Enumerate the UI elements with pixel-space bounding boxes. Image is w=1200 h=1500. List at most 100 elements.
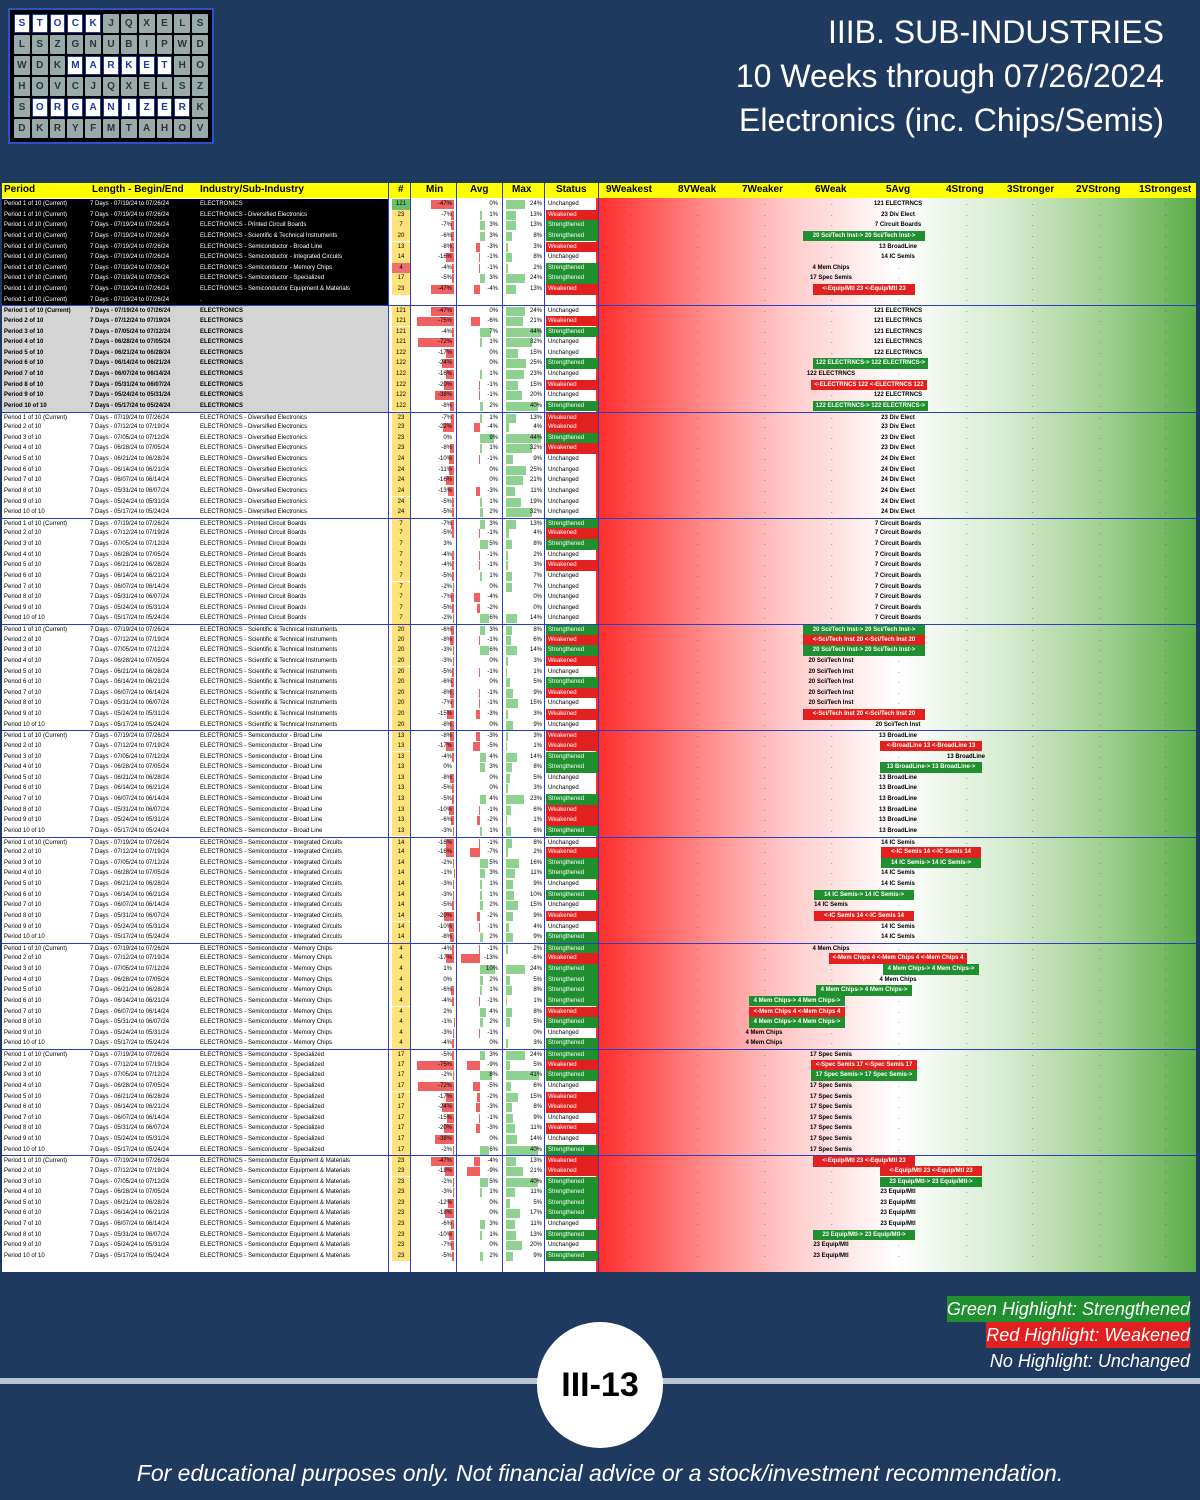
empty-dot: . bbox=[966, 1104, 968, 1111]
max-cell: 14% bbox=[529, 753, 542, 760]
count-cell: 13 bbox=[392, 825, 410, 837]
industry-cell: ELECTRONICS - Semiconductor - Specialize… bbox=[200, 1146, 325, 1153]
empty-dot: . bbox=[1099, 498, 1101, 505]
count-cell: 23 bbox=[392, 443, 410, 454]
max-bar bbox=[506, 838, 513, 848]
status-cell: Unchanged bbox=[548, 923, 579, 930]
empty-dot: . bbox=[1165, 647, 1167, 654]
length-cell: 7 Days - 07/05/24 to 07/12/24 bbox=[90, 1178, 170, 1185]
empty-dot: . bbox=[630, 1158, 632, 1165]
empty-dot: . bbox=[1099, 955, 1101, 962]
max-cell: 9% bbox=[533, 689, 542, 696]
empty-dot: . bbox=[1165, 1052, 1167, 1058]
length-cell: 7 Days - 07/05/24 to 07/12/24 bbox=[90, 1072, 170, 1079]
logo-cell: M bbox=[67, 56, 84, 75]
position-label: 23 Equip/Mtl-> 23 Equip/Mtl-> bbox=[879, 1176, 983, 1188]
empty-dot: . bbox=[630, 1178, 632, 1185]
min-cell: -4% bbox=[441, 997, 452, 1004]
min-bar bbox=[444, 911, 454, 921]
length-cell: 7 Days - 06/21/24 to 06/28/24 bbox=[90, 562, 170, 569]
status-cell: Strengthened bbox=[546, 539, 598, 550]
max-bar bbox=[506, 540, 513, 549]
empty-dot: . bbox=[1165, 339, 1167, 346]
logo-cell: O bbox=[192, 56, 208, 75]
empty-dot: . bbox=[1099, 520, 1101, 527]
empty-dot: . bbox=[1032, 317, 1034, 324]
table-row: Period 1 of 10 (Current) 7 Days - 07/19/2… bbox=[2, 262, 1196, 274]
max-cell: 8% bbox=[533, 541, 542, 547]
max-bar bbox=[506, 890, 514, 900]
min-cell: -8% bbox=[441, 733, 452, 740]
min-cell: -10% bbox=[437, 456, 452, 462]
industry-cell: ELECTRONICS - Semiconductor Equipment & … bbox=[200, 1210, 351, 1217]
position-label: 23 Div Elect bbox=[881, 434, 915, 441]
period-cell: Period 9 of 10 bbox=[4, 392, 44, 399]
period-cell: Period 5 of 10 bbox=[4, 881, 42, 887]
max-cell: 40% bbox=[529, 1146, 542, 1153]
min-bar bbox=[451, 1220, 454, 1229]
empty-dot: . bbox=[966, 976, 968, 983]
industry-cell: ELECTRONICS - Semiconductor - Memory Chi… bbox=[200, 987, 333, 994]
empty-dot: . bbox=[697, 541, 699, 547]
length-cell: 7 Days - 05/17/24 to 05/24/24 bbox=[90, 934, 170, 941]
empty-dot: . bbox=[764, 275, 766, 282]
max-bar bbox=[506, 519, 517, 529]
min-bar bbox=[452, 550, 454, 560]
empty-dot: . bbox=[831, 1167, 833, 1174]
empty-dot: . bbox=[831, 487, 833, 494]
min-bar bbox=[453, 582, 454, 592]
max-cell: 20% bbox=[529, 1242, 542, 1249]
column-header: Avg bbox=[470, 184, 489, 195]
min-bar bbox=[449, 922, 454, 932]
empty-dot: . bbox=[831, 679, 833, 686]
length-cell: 7 Days - 07/05/24 to 07/12/24 bbox=[90, 434, 170, 441]
empty-dot: . bbox=[697, 583, 699, 590]
empty-dot: . bbox=[1032, 296, 1034, 303]
empty-dot: . bbox=[966, 530, 968, 537]
min-bar bbox=[430, 200, 454, 209]
page-title: IIIB. SUB-INDUSTRIES 10 Weeks through 07… bbox=[736, 10, 1164, 142]
empty-dot: . bbox=[1099, 1008, 1101, 1015]
empty-dot: . bbox=[898, 414, 900, 421]
empty-dot: . bbox=[1032, 562, 1034, 569]
length-cell: 7 Days - 06/21/24 to 06/28/24 bbox=[90, 668, 170, 675]
count-cell: 23 bbox=[392, 1250, 410, 1262]
max-cell: 16% bbox=[529, 859, 542, 866]
min-bar bbox=[446, 710, 454, 719]
avg-bar bbox=[480, 433, 494, 443]
position-label: 121 ELECTRNCS bbox=[873, 328, 923, 335]
length-cell: 7 Days - 07/12/24 to 07/19/24 bbox=[90, 849, 170, 856]
position-label: 4 Mem Chips-> 4 Mem Chips-> bbox=[749, 995, 845, 1007]
period-cell: Period 3 of 10 bbox=[4, 541, 42, 547]
position-label: 13 BroadLine bbox=[878, 774, 917, 781]
status-cell: Weakened bbox=[546, 1006, 598, 1018]
empty-dot: . bbox=[1165, 445, 1167, 452]
max-cell: 8% bbox=[533, 839, 542, 846]
length-cell: 7 Days - 07/19/24 to 07/26/24 bbox=[90, 232, 170, 239]
period-cell: Period 4 of 10 bbox=[4, 551, 42, 558]
empty-dot: . bbox=[831, 434, 833, 441]
min-cell: -8% bbox=[441, 934, 452, 941]
industry-cell: ELECTRONICS - Semiconductor - Integrated… bbox=[200, 859, 343, 866]
position-label: 14 IC Semis bbox=[881, 254, 915, 261]
logo-cell: Q bbox=[120, 14, 137, 33]
min-cell: -7% bbox=[441, 594, 452, 601]
avg-cell: 1% bbox=[489, 1231, 498, 1238]
avg-cell: 0% bbox=[489, 679, 498, 686]
avg-cell: -5% bbox=[487, 742, 498, 749]
max-cell: 13% bbox=[529, 520, 542, 527]
max-bar bbox=[506, 263, 508, 273]
period-cell: Period 2 of 10 bbox=[4, 742, 42, 749]
logo-cell: I bbox=[120, 98, 137, 117]
empty-dot: . bbox=[630, 562, 632, 569]
position-label: 23 Div Elect bbox=[881, 211, 915, 218]
empty-dot: . bbox=[1165, 1242, 1167, 1249]
period-cell: Period 8 of 10 bbox=[4, 1231, 42, 1238]
empty-dot: . bbox=[630, 371, 632, 377]
min-cell: 2% bbox=[443, 1008, 452, 1015]
empty-dot: . bbox=[1032, 371, 1034, 377]
min-cell: -11% bbox=[438, 466, 452, 473]
empty-dot: . bbox=[966, 934, 968, 941]
position-label: 23 Equip/Mtl bbox=[880, 1221, 916, 1227]
column-header: 6Weak bbox=[815, 184, 847, 195]
